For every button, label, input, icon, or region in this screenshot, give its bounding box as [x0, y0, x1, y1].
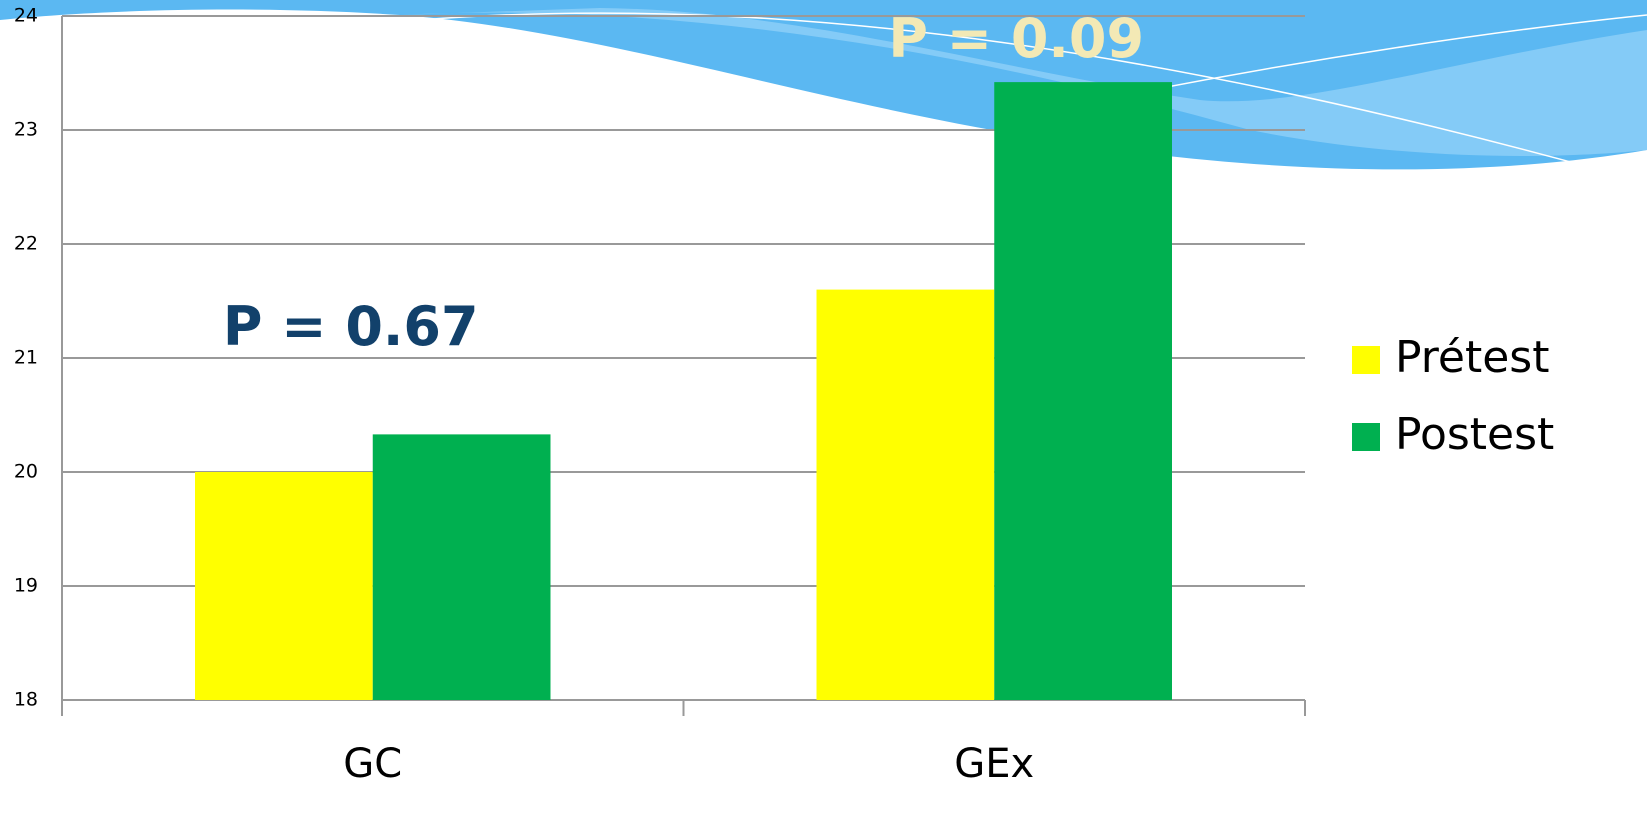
legend-label: Prétest: [1395, 332, 1549, 383]
bar: [372, 434, 551, 700]
background-decoration: [0, 0, 1647, 171]
p-value-annotation: P = 0.09: [888, 7, 1144, 70]
bar: [195, 472, 373, 700]
y-tick-label: 18: [14, 689, 38, 711]
p-value-annotation: P = 0.67: [223, 295, 479, 358]
bar: [994, 82, 1172, 701]
y-tick-label: 21: [14, 347, 38, 369]
y-tick-label: 23: [14, 119, 38, 141]
y-tick-label: 22: [14, 233, 38, 255]
legend-swatch: [1352, 346, 1380, 374]
x-tick-label: GEx: [954, 741, 1034, 787]
y-tick-label: 19: [14, 575, 38, 597]
y-tick-label: 20: [14, 461, 38, 483]
legend-swatch: [1352, 423, 1380, 451]
x-tick-label: GC: [343, 741, 402, 787]
bar: [816, 289, 995, 700]
y-tick-label: 24: [14, 5, 38, 27]
legend-label: Postest: [1395, 409, 1554, 460]
